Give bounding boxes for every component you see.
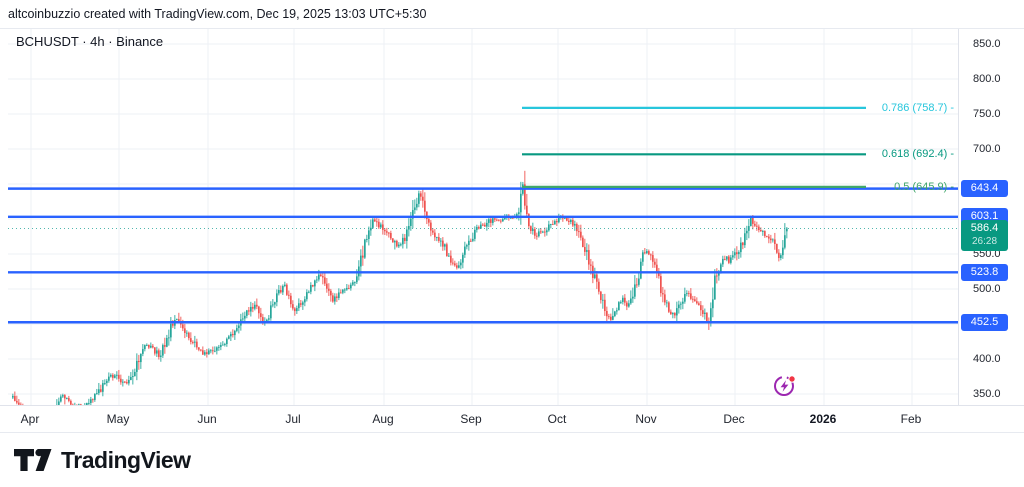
fib-label: 0.5 (645.9) - [894,180,954,193]
price-level-badge: 643.4 [961,180,1008,198]
x-tick-label: 2026 [809,412,837,426]
price-level-badge: 523.8 [961,263,1008,281]
attribution-text: altcoinbuzzio created with TradingView.c… [8,7,427,21]
y-tick-label: 350.0 [973,388,1001,400]
chart-pane[interactable]: BCHUSDT · 4h · Binance 0.786 (758.7) - 0.… [0,29,958,406]
y-tick-label: 400.0 [973,353,1001,365]
y-tick-label: 500.0 [973,283,1001,295]
x-tick-label: Aug [372,412,394,426]
price-level-badge: 452.5 [961,313,1008,331]
x-tick-label: Jun [197,412,217,426]
price-axis[interactable]: 850.0 800.0 750.0 700.0 550.0 500.0 400.0 350.0… [958,29,1024,406]
bar-countdown: 26:28 [971,236,998,248]
y-tick-label: 750.0 [973,108,1001,120]
y-tick-label: 850.0 [973,38,1001,50]
x-tick-label: Jul [285,412,301,426]
x-tick-label: Nov [635,412,657,426]
tradingview-logo[interactable]: TradingView [14,447,191,474]
x-tick-label: Apr [20,412,40,426]
fib-label: 0.618 (692.4) - [881,148,954,161]
tradingview-logo-mark [14,449,52,471]
candlestick-chart [8,29,958,406]
tradingview-logo-text: TradingView [61,446,191,473]
x-tick-label: Feb [900,412,922,426]
time-axis[interactable]: Apr May Jun Jul Aug Sep Oct Nov Dec 2026 Feb [0,405,1024,432]
x-tick-label: Dec [723,412,745,426]
x-tick-label: Sep [460,412,482,426]
fib-label: 0.786 (758.7) - [881,101,954,114]
candles [12,170,788,406]
chart-area: BCHUSDT · 4h · Binance 0.786 (758.7) - 0.… [0,28,1024,406]
footer: TradingView [0,432,1024,487]
x-tick-label: Oct [547,412,567,426]
symbol-title[interactable]: BCHUSDT · 4h · Binance [16,34,164,49]
y-tick-label: 700.0 [973,143,1001,155]
current-price-badge: 586.4 26:28 [961,220,1008,252]
x-tick-label: May [106,412,130,426]
y-tick-label: 800.0 [973,73,1001,85]
